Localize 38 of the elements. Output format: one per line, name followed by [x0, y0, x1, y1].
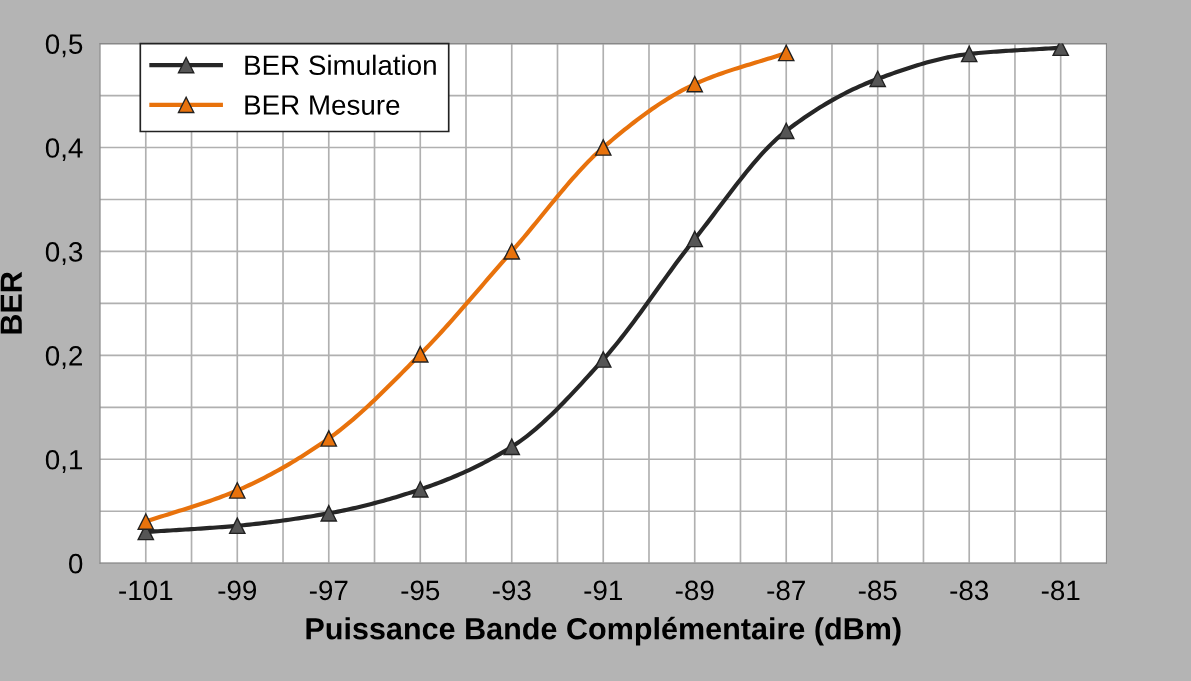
- y-tick-label: 0,2: [45, 346, 82, 369]
- legend-label: BER Mesure: [245, 95, 400, 115]
- x-tick-label: -87: [767, 580, 805, 601]
- point: [686, 230, 704, 248]
- point: [411, 481, 429, 498]
- point: [686, 75, 704, 93]
- y-tick-label: 0,3: [45, 242, 83, 266]
- x-tick-label: -89: [675, 580, 714, 601]
- x-tick-label: -91: [584, 580, 622, 601]
- y-tick-label: 0,5: [45, 34, 83, 58]
- point: [503, 438, 521, 456]
- point: [777, 44, 795, 62]
- point: [960, 45, 978, 63]
- point: [503, 243, 521, 260]
- point: [320, 430, 338, 447]
- point: [137, 513, 155, 530]
- x-tick-label: -97: [309, 580, 348, 601]
- x-axis-title: Puissance Bande Complémentaire (dBm): [306, 616, 901, 646]
- point: [777, 122, 795, 140]
- y-tick-label: 0,1: [45, 449, 83, 473]
- point: [228, 517, 246, 535]
- point: [228, 482, 246, 499]
- point: [869, 70, 887, 88]
- point: [594, 139, 612, 156]
- x-tick-label: -85: [858, 580, 897, 601]
- point: [411, 345, 429, 363]
- y-tick-label: 0,4: [45, 138, 83, 162]
- x-tick-label: -99: [218, 580, 257, 601]
- legend-label: BER Simulation: [245, 54, 436, 76]
- x-tick-label: -83: [950, 580, 989, 601]
- x-tick-label: -101: [119, 580, 173, 601]
- x-tick-label: -81: [1041, 580, 1080, 601]
- y-tick-label: 0: [69, 553, 83, 574]
- x-tick-label: -95: [401, 580, 440, 601]
- point: [594, 351, 612, 368]
- x-tick-label: -93: [492, 580, 531, 601]
- y-axis-title: BER: [0, 271, 22, 334]
- point: [320, 504, 338, 522]
